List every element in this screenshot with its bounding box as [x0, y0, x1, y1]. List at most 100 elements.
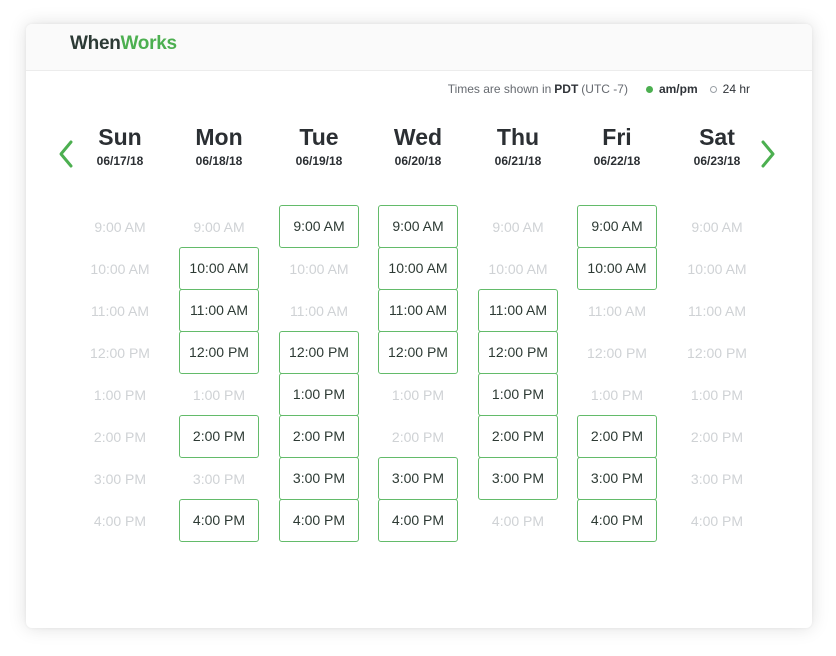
chevron-left-icon [59, 140, 73, 168]
time-slot-unavailable: 3:00 PM [93, 471, 147, 487]
day-header-thu: Thu 06/21/18 [477, 122, 559, 168]
time-slot-available[interactable]: 2:00 PM [577, 415, 657, 458]
day-header-mon: Mon 06/18/18 [178, 122, 260, 168]
time-slot-available[interactable]: 2:00 PM [179, 415, 259, 458]
logo-text-when: When [70, 33, 121, 54]
time-slot-unavailable: 1:00 PM [192, 387, 246, 403]
time-slot-available[interactable]: 4:00 PM [179, 499, 259, 542]
time-slot-unavailable: 1:00 PM [93, 387, 147, 403]
time-slot-available[interactable]: 3:00 PM [378, 457, 458, 500]
time-slot-available[interactable]: 9:00 AM [378, 205, 458, 248]
time-slot-available[interactable]: 12:00 PM [179, 331, 259, 374]
time-slot-available[interactable]: 1:00 PM [478, 373, 558, 416]
time-slot-available[interactable]: 10:00 AM [179, 247, 259, 290]
time-slot-available[interactable]: 3:00 PM [478, 457, 558, 500]
time-slot-available[interactable]: 10:00 AM [577, 247, 657, 290]
prev-week-button[interactable] [54, 134, 78, 174]
time-slot-unavailable: 2:00 PM [690, 429, 744, 445]
time-slot-unavailable: 3:00 PM [192, 471, 246, 487]
day-header-sun: Sun 06/17/18 [79, 122, 161, 168]
time-slot-available[interactable]: 10:00 AM [378, 247, 458, 290]
day-date: 06/18/18 [195, 154, 243, 168]
format-label-24hr: 24 hr [722, 82, 750, 96]
time-slot-unavailable: 3:00 PM [690, 471, 744, 487]
time-slot-available[interactable]: 4:00 PM [378, 499, 458, 542]
timezone-prefix: Times are shown in [447, 82, 552, 96]
timezone-bar: Times are shown in PDT (UTC -7) am/pm 24… [448, 80, 750, 98]
format-option-24hr[interactable]: 24 hr [709, 82, 750, 96]
time-slot-unavailable: 2:00 PM [93, 429, 147, 445]
timezone-name: PDT [554, 82, 579, 96]
day-date: 06/17/18 [96, 154, 144, 168]
scheduler-card: WhenWorks Times are shown in PDT (UTC -7… [26, 24, 812, 628]
time-slot-available[interactable]: 11:00 AM [378, 289, 458, 332]
logo-text-works: Works [120, 33, 178, 54]
day-header-sat: Sat 06/23/18 [676, 122, 758, 168]
day-name: Tue [299, 124, 339, 150]
format-option-ampm[interactable]: am/pm [645, 82, 698, 96]
time-slot-available[interactable]: 1:00 PM [279, 373, 359, 416]
day-date: 06/20/18 [394, 154, 442, 168]
day-name: Wed [393, 124, 443, 150]
time-slot-available[interactable]: 9:00 AM [577, 205, 657, 248]
next-week-button[interactable] [756, 134, 780, 174]
day-slots-sun: 9:00 AM 10:00 AM 11:00 AM 12:00 PM 1:00 PM 2:… [79, 206, 161, 542]
time-slot-available[interactable]: 2:00 PM [279, 415, 359, 458]
time-slot-unavailable: 9:00 AM [691, 219, 743, 235]
app-logo[interactable]: WhenWorks [70, 33, 177, 55]
day-name: Fri [602, 124, 632, 150]
day-slots-thu: 9:00 AM 10:00 AM 11:00 AM 12:00 PM 1:00 PM 2:… [477, 206, 559, 542]
time-slot-unavailable: 12:00 PM [90, 345, 150, 361]
time-slot-unavailable: 9:00 AM [94, 219, 146, 235]
time-slot-available[interactable]: 3:00 PM [577, 457, 657, 500]
day-slots-tue: 9:00 AM 10:00 AM 11:00 AM 12:00 PM 1:00 PM 2:… [278, 205, 360, 542]
time-slot-available[interactable]: 3:00 PM [279, 457, 359, 500]
time-slot-unavailable: 11:00 AM [587, 303, 647, 319]
time-slot-unavailable: 1:00 PM [391, 387, 445, 403]
time-slot-unavailable: 10:00 AM [488, 261, 548, 277]
time-slot-available[interactable]: 12:00 PM [279, 331, 359, 374]
day-slots-fri: 9:00 AM 10:00 AM 11:00 AM 12:00 PM 1:00 PM 2:… [576, 205, 658, 542]
time-slot-available[interactable]: 4:00 PM [577, 499, 657, 542]
radio-unselected-icon[interactable] [709, 85, 717, 93]
app-header: WhenWorks [26, 24, 812, 71]
time-slot-available[interactable]: 11:00 AM [179, 289, 259, 332]
radio-selected-icon[interactable] [645, 85, 653, 93]
time-slot-unavailable: 11:00 AM [687, 303, 747, 319]
day-date: 06/21/18 [494, 154, 542, 168]
time-slot-unavailable: 1:00 PM [690, 387, 744, 403]
day-header-wed: Wed 06/20/18 [377, 122, 459, 168]
day-slots-mon: 9:00 AM 10:00 AM 11:00 AM 12:00 PM 1:00 PM 2:… [178, 206, 260, 542]
time-slot-unavailable: 4:00 PM [93, 513, 147, 529]
format-label-ampm: am/pm [658, 82, 698, 96]
time-slot-unavailable: 2:00 PM [391, 429, 445, 445]
day-header-fri: Fri 06/22/18 [576, 122, 658, 168]
time-slot-unavailable: 10:00 AM [289, 261, 349, 277]
time-slot-available[interactable]: 4:00 PM [279, 499, 359, 542]
day-name: Thu [496, 124, 540, 150]
time-slot-available[interactable]: 12:00 PM [378, 331, 458, 374]
time-slot-unavailable: 1:00 PM [590, 387, 644, 403]
time-slot-unavailable: 10:00 AM [687, 261, 747, 277]
time-slot-unavailable: 4:00 PM [690, 513, 744, 529]
time-slot-unavailable: 12:00 PM [687, 345, 747, 361]
day-name: Sat [699, 124, 735, 150]
day-slots-wed: 9:00 AM 10:00 AM 11:00 AM 12:00 PM 1:00 PM 2:… [377, 205, 459, 542]
time-slot-unavailable: 9:00 AM [492, 219, 544, 235]
day-slots-sat: 9:00 AM 10:00 AM 11:00 AM 12:00 PM 1:00 PM 2:… [676, 206, 758, 542]
time-slot-unavailable: 11:00 AM [90, 303, 150, 319]
day-name: Sun [98, 124, 142, 150]
timezone-offset: (UTC -7) [581, 82, 628, 96]
time-slot-unavailable: 4:00 PM [491, 513, 545, 529]
day-name: Mon [195, 124, 243, 150]
time-slot-available[interactable]: 11:00 AM [478, 289, 558, 332]
time-slot-unavailable: 10:00 AM [90, 261, 150, 277]
time-slot-available[interactable]: 2:00 PM [478, 415, 558, 458]
day-date: 06/23/18 [693, 154, 741, 168]
day-date: 06/22/18 [593, 154, 641, 168]
time-slot-unavailable: 12:00 PM [587, 345, 647, 361]
time-slot-available[interactable]: 12:00 PM [478, 331, 558, 374]
time-slot-unavailable: 9:00 AM [193, 219, 245, 235]
time-slot-available[interactable]: 9:00 AM [279, 205, 359, 248]
day-header-tue: Tue 06/19/18 [278, 122, 360, 168]
